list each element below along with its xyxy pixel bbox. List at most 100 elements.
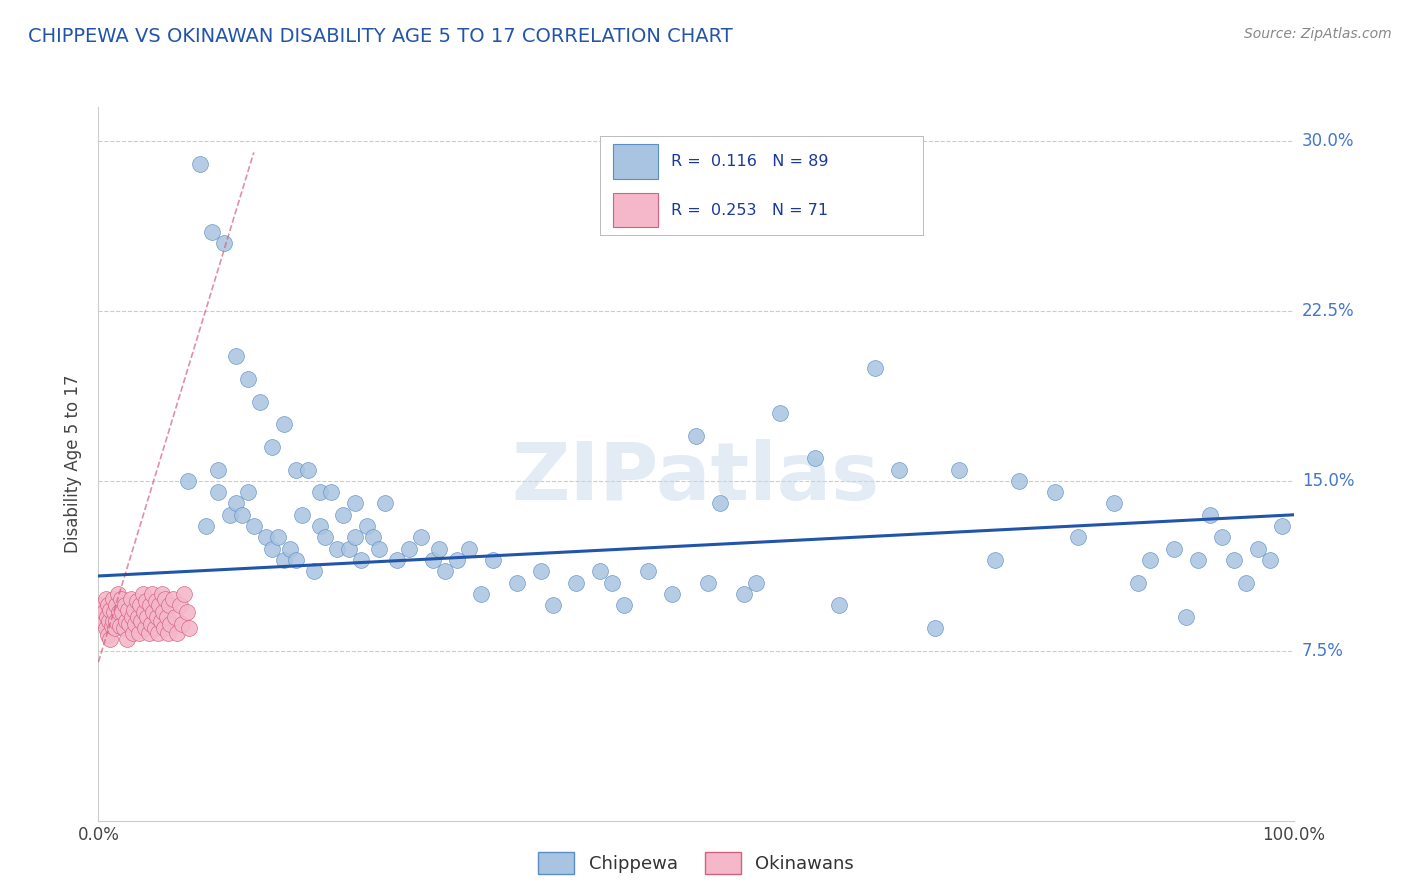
Point [1163, 541, 1185, 556]
Point [93, 605, 115, 619]
Point [481, 553, 505, 567]
Point [733, 587, 755, 601]
Point [637, 565, 659, 579]
Point [111, 605, 134, 619]
Text: 7.5%: 7.5% [1302, 641, 1344, 660]
Point [225, 349, 247, 363]
Point [350, 553, 373, 567]
Point [131, 615, 153, 629]
Point [433, 565, 456, 579]
Point [541, 599, 564, 613]
Point [139, 599, 162, 613]
Point [600, 575, 623, 590]
Point [344, 496, 367, 510]
Point [284, 462, 307, 476]
Text: Source: ZipAtlas.com: Source: ZipAtlas.com [1244, 27, 1392, 41]
Point [207, 462, 229, 476]
Point [219, 508, 242, 522]
Point [411, 531, 433, 545]
Point [446, 553, 468, 567]
Point [613, 599, 636, 613]
Point [125, 594, 148, 608]
Point [308, 485, 330, 500]
Point [97, 628, 120, 642]
Point [124, 616, 146, 631]
Point [201, 225, 224, 239]
Point [145, 594, 167, 608]
Point [98, 615, 121, 629]
Point [236, 485, 259, 500]
Point [685, 428, 707, 442]
Point [94, 591, 117, 606]
Point [1271, 519, 1294, 533]
Point [363, 531, 385, 545]
Point [290, 508, 312, 522]
Point [1187, 553, 1209, 567]
Point [127, 609, 149, 624]
Point [422, 553, 444, 567]
Point [121, 609, 143, 624]
Point [745, 575, 768, 590]
Point [98, 632, 122, 647]
Text: 22.5%: 22.5% [1302, 301, 1354, 320]
Point [260, 541, 283, 556]
Point [148, 625, 170, 640]
Point [110, 591, 132, 606]
Point [697, 575, 720, 590]
Y-axis label: Disability Age 5 to 17: Disability Age 5 to 17 [65, 375, 83, 553]
Point [948, 462, 970, 476]
Point [243, 519, 266, 533]
Point [315, 531, 337, 545]
Point [1198, 508, 1220, 522]
Point [565, 575, 588, 590]
Point [231, 508, 253, 522]
Point [768, 406, 790, 420]
Point [91, 615, 114, 629]
Point [138, 625, 160, 640]
Point [136, 609, 159, 624]
Point [273, 553, 295, 567]
Point [470, 587, 492, 601]
Point [112, 621, 135, 635]
Point [155, 609, 177, 624]
Point [172, 616, 194, 631]
Point [122, 625, 145, 640]
Point [368, 541, 391, 556]
Point [166, 625, 188, 640]
Point [153, 621, 176, 635]
Text: 30.0%: 30.0% [1302, 132, 1354, 150]
Point [254, 531, 277, 545]
Point [139, 616, 162, 631]
Point [100, 619, 122, 633]
Point [1246, 541, 1268, 556]
Point [828, 599, 851, 613]
Point [146, 609, 169, 624]
Point [356, 519, 378, 533]
Point [163, 609, 186, 624]
Point [1102, 496, 1125, 510]
Point [142, 605, 165, 619]
Point [863, 360, 886, 375]
Point [152, 605, 174, 619]
Point [124, 603, 146, 617]
Point [589, 565, 612, 579]
Point [101, 591, 124, 606]
Point [156, 625, 179, 640]
Point [97, 599, 120, 613]
Point [1222, 553, 1246, 567]
Point [374, 496, 396, 510]
Point [661, 587, 683, 601]
Bar [613, 144, 658, 178]
Point [132, 605, 155, 619]
Point [131, 587, 153, 601]
Point [1128, 575, 1150, 590]
Point [188, 156, 211, 170]
Point [889, 462, 911, 476]
Point [249, 394, 271, 409]
Point [709, 496, 731, 510]
Point [506, 575, 529, 590]
Point [105, 599, 128, 613]
Point [332, 508, 354, 522]
Point [267, 531, 290, 545]
Point [96, 609, 118, 624]
